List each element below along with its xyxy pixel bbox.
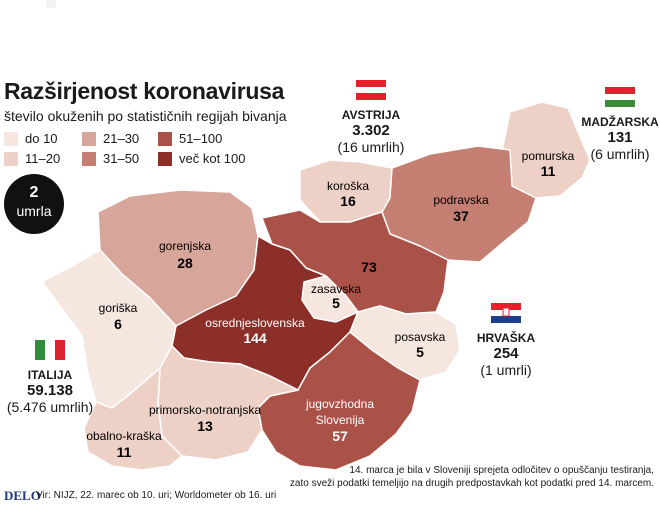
legend-label: 51–100	[179, 131, 223, 146]
country-name: MADŽARSKA	[581, 115, 659, 129]
footer: DELO Vir: NIJZ, 22. marec ob 10. uri; Wo…	[0, 465, 660, 509]
region-name: pomurska	[522, 149, 575, 163]
map-title: Razširjenost koronavirusa	[4, 78, 285, 104]
source-text: Vir: NIJZ, 22. marec ob 10. uri; Worldom…	[36, 490, 277, 501]
region-value: 37	[453, 208, 469, 224]
country-deaths: (1 umrli)	[480, 362, 532, 378]
corner-mark	[46, 0, 56, 8]
footnote-line: zato sveži podatki temeljijo na drugih p…	[289, 478, 654, 489]
footnote-line: 14. marca je bila v Sloveniji sprejeta o…	[349, 465, 654, 476]
country-cases: 254	[493, 345, 519, 362]
country-madzarska: MADŽARSKA 131 (6 umrlih)	[578, 87, 660, 162]
region-name: koroška	[327, 179, 369, 193]
flag-austria-icon	[356, 80, 386, 100]
legend-label: 11–20	[25, 151, 61, 166]
region-name: goriška	[99, 301, 138, 315]
country-cases: 131	[607, 129, 633, 146]
legend-swatch	[4, 131, 18, 146]
deaths-badge: 2 umrla	[4, 174, 64, 234]
legend: do 10 11–20 21–30 31–50 51–100 več kot 1…	[4, 131, 304, 171]
region-name: zasavska	[311, 282, 361, 296]
legend-swatch	[82, 131, 96, 146]
deaths-label: umrla	[16, 203, 52, 219]
flag-italy-icon	[35, 340, 65, 360]
legend-item: 51–100	[158, 131, 222, 146]
region-obalno-kraska[interactable]	[83, 367, 183, 471]
country-deaths: (16 umrlih)	[337, 139, 405, 155]
deaths-number: 2	[29, 184, 39, 201]
region-labels: pomurska 11 koroška 16 podravska 37 gore…	[86, 149, 574, 460]
region-value: 73	[361, 259, 377, 275]
legend-swatch	[158, 151, 172, 166]
legend-label: več kot 100	[179, 151, 246, 166]
flag-croatia-icon	[491, 303, 521, 323]
map-subtitle: število okuženih po statističnih regijah…	[4, 108, 287, 124]
legend-swatch	[4, 151, 18, 166]
country-avstrija: AVSTRIJA 3.302 (16 umrlih)	[326, 80, 416, 155]
region-value: 5	[416, 344, 424, 360]
legend-label: 21–30	[103, 131, 140, 146]
legend-label: 31–50	[103, 151, 140, 166]
region-value: 11	[117, 444, 132, 460]
country-name: AVSTRIJA	[341, 108, 401, 122]
legend-swatch	[82, 151, 96, 166]
country-name: HRVAŠKA	[476, 331, 536, 345]
legend-item: 11–20	[4, 151, 60, 166]
legend-item: do 10	[4, 131, 58, 146]
country-italija: ITALIJA 59.138 (5.476 umrlih)	[0, 340, 100, 415]
legend-item: 31–50	[82, 151, 139, 166]
legend-item: več kot 100	[158, 151, 246, 166]
region-name: posavska	[395, 330, 446, 344]
region-name: podravska	[433, 193, 489, 207]
region-value: 5	[332, 295, 340, 311]
legend-swatch	[158, 131, 172, 146]
footnote: 14. marca je bila v Sloveniji sprejeta o…	[290, 464, 654, 490]
country-name: ITALIJA	[27, 368, 73, 382]
region-name: primorsko-notranjska	[149, 403, 261, 417]
region-value: 57	[332, 428, 348, 444]
region-value: 11	[541, 163, 556, 179]
legend-label: do 10	[25, 131, 58, 146]
delo-logo: DELO	[4, 488, 41, 503]
country-deaths: (6 umrlih)	[590, 146, 650, 162]
country-deaths: (5.476 umrlih)	[6, 399, 94, 415]
region-value: 28	[177, 255, 193, 271]
region-value: 16	[340, 193, 356, 209]
region-name: osrednjeslovenska	[205, 316, 305, 330]
region-name: Slovenija	[316, 413, 365, 427]
region-name: obalno-kraška	[86, 429, 162, 443]
region-name: jugovzhodna	[305, 397, 374, 411]
flag-hungary-icon	[605, 87, 635, 107]
region-name: gorenjska	[159, 239, 211, 253]
region-value: 6	[114, 316, 122, 332]
legend-item: 21–30	[82, 131, 139, 146]
region-value: 144	[243, 330, 267, 346]
country-cases: 3.302	[352, 122, 390, 139]
country-cases: 59.138	[27, 382, 73, 399]
region-value: 13	[197, 418, 213, 434]
country-hrvaska: HRVAŠKA 254 (1 umrli)	[466, 303, 546, 378]
